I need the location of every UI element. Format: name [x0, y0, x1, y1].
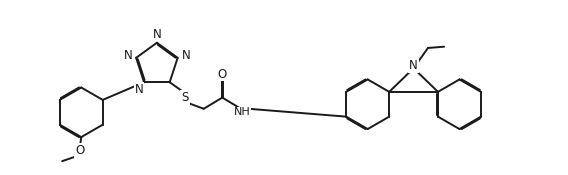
Text: NH: NH: [234, 107, 250, 117]
Text: N: N: [123, 49, 132, 62]
Text: O: O: [76, 144, 85, 157]
Text: N: N: [409, 59, 418, 72]
Text: N: N: [182, 49, 190, 62]
Text: N: N: [135, 83, 143, 96]
Text: O: O: [218, 68, 227, 80]
Text: N: N: [153, 27, 161, 41]
Text: S: S: [181, 91, 189, 104]
